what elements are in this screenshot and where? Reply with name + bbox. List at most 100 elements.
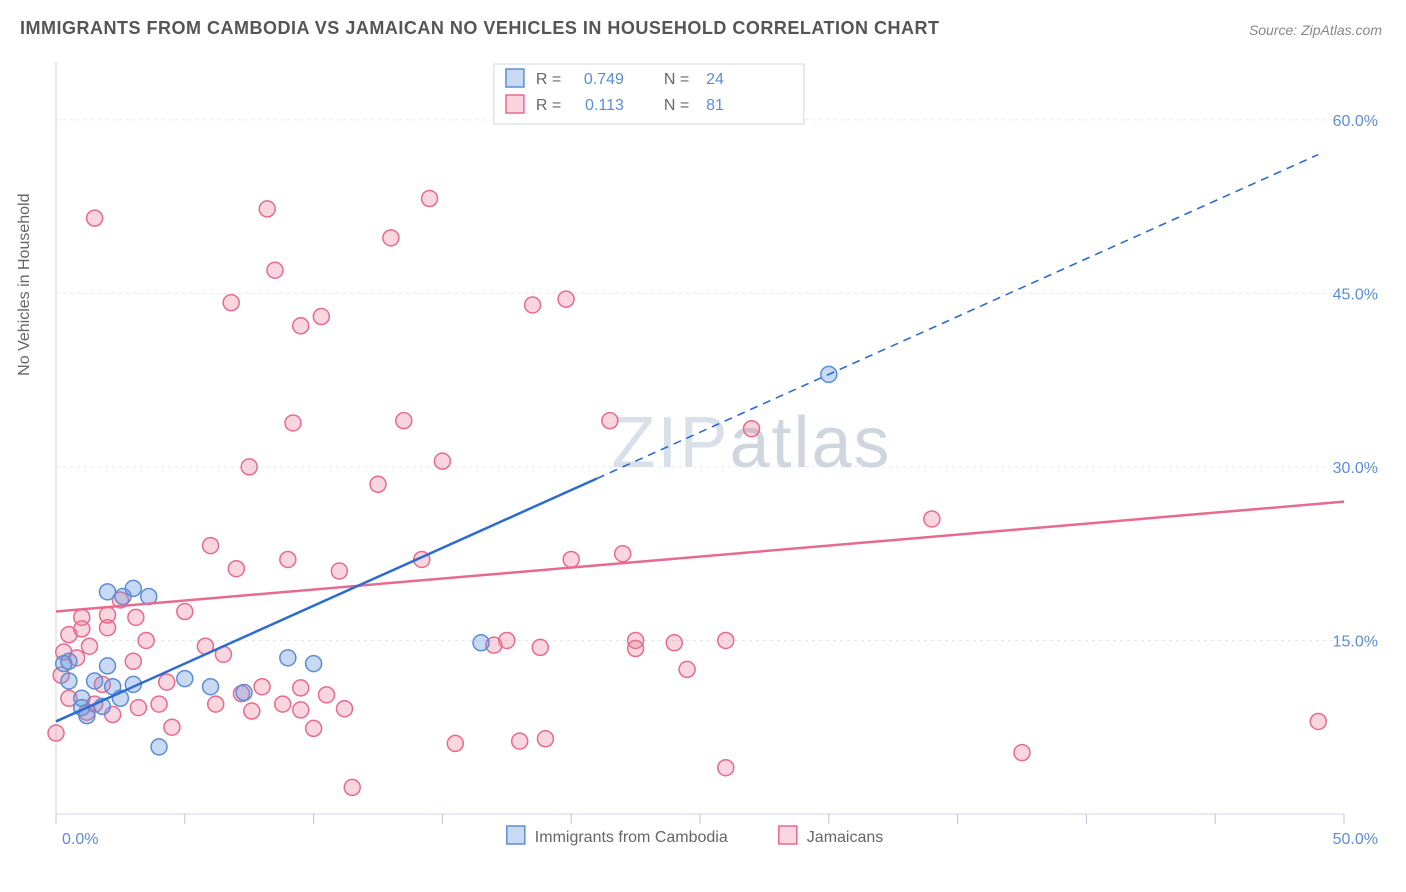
blue-point (61, 673, 77, 689)
watermark: ZIPatlas (611, 403, 891, 483)
pink-point (151, 696, 167, 712)
blue-point (203, 679, 219, 695)
pink-point (275, 696, 291, 712)
pink-point (666, 635, 682, 651)
blue-point (306, 656, 322, 672)
pink-point (100, 607, 116, 623)
bottom-legend-swatch (507, 826, 525, 844)
pink-point (499, 632, 515, 648)
pink-point (924, 511, 940, 527)
pink-point (525, 297, 541, 313)
pink-point (615, 546, 631, 562)
pink-point (602, 413, 618, 429)
y-tick-label: 15.0% (1333, 633, 1378, 650)
pink-point (1310, 713, 1326, 729)
pink-point (87, 210, 103, 226)
pink-point (679, 661, 695, 677)
source-credit: Source: ZipAtlas.com (1249, 22, 1382, 38)
pink-point (537, 731, 553, 747)
legend-n-label: N = (664, 97, 689, 114)
blue-point (473, 635, 489, 651)
y-tick-label: 30.0% (1333, 460, 1378, 477)
pink-point (259, 201, 275, 217)
pink-trendline (56, 502, 1344, 612)
pink-point (370, 476, 386, 492)
blue-point (87, 673, 103, 689)
x-tick-label: 0.0% (62, 831, 98, 848)
legend-n-value: 24 (706, 71, 724, 88)
blue-trendline-solid (56, 478, 597, 721)
pink-point (293, 318, 309, 334)
pink-point (344, 779, 360, 795)
pink-point (318, 687, 334, 703)
pink-point (81, 638, 97, 654)
pink-point (125, 653, 141, 669)
pink-point (293, 680, 309, 696)
legend-swatch (506, 69, 524, 87)
pink-point (159, 674, 175, 690)
pink-point (718, 632, 734, 648)
pink-point (447, 735, 463, 751)
legend-r-label: R = (536, 71, 561, 88)
pink-point (313, 309, 329, 325)
blue-point (280, 650, 296, 666)
legend-n-value: 81 (706, 97, 724, 114)
pink-point (558, 291, 574, 307)
pink-point (254, 679, 270, 695)
pink-point (74, 621, 90, 637)
pink-point (267, 262, 283, 278)
pink-point (306, 720, 322, 736)
chart-title: IMMIGRANTS FROM CAMBODIA VS JAMAICAN NO … (20, 18, 940, 39)
pink-point (130, 700, 146, 716)
pink-point (532, 639, 548, 655)
pink-point (331, 563, 347, 579)
pink-point (383, 230, 399, 246)
pink-point (280, 551, 296, 567)
legend-r-value: 0.113 (585, 97, 624, 114)
x-tick-label: 50.0% (1333, 831, 1378, 848)
y-tick-label: 60.0% (1333, 113, 1378, 130)
pink-point (285, 415, 301, 431)
blue-point (177, 671, 193, 687)
bottom-legend-swatch (779, 826, 797, 844)
pink-point (337, 701, 353, 717)
pink-point (422, 191, 438, 207)
legend-n-label: N = (664, 71, 689, 88)
pink-point (244, 703, 260, 719)
pink-point (203, 538, 219, 554)
bottom-legend-label: Immigrants from Cambodia (535, 829, 728, 846)
pink-point (1014, 745, 1030, 761)
pink-point (718, 760, 734, 776)
pink-point (164, 719, 180, 735)
blue-trendline-dashed (597, 155, 1318, 479)
y-tick-label: 45.0% (1333, 286, 1378, 303)
pink-point (293, 702, 309, 718)
legend-r-value: 0.749 (584, 71, 624, 88)
pink-point (744, 421, 760, 437)
legend-swatch (506, 95, 524, 113)
pink-point (48, 725, 64, 741)
chart-container: No Vehicles in Household 15.0%30.0%45.0%… (20, 54, 1386, 880)
blue-point (125, 580, 141, 596)
blue-point (100, 658, 116, 674)
pink-point (241, 459, 257, 475)
pink-point (208, 696, 224, 712)
pink-point (563, 551, 579, 567)
pink-point (434, 453, 450, 469)
pink-point (223, 295, 239, 311)
blue-point (100, 584, 116, 600)
pink-point (396, 413, 412, 429)
bottom-legend-label: Jamaicans (807, 829, 883, 846)
legend-r-label: R = (536, 97, 561, 114)
blue-point (61, 653, 77, 669)
blue-point (236, 685, 252, 701)
pink-point (228, 561, 244, 577)
pink-point (128, 609, 144, 625)
y-axis-label: No Vehicles in Household (16, 193, 34, 375)
pink-point (138, 632, 154, 648)
pink-point (628, 641, 644, 657)
scatter-chart: 15.0% 30.0% 45.0% 60.0% ZIPatlas 0.0% 50.0% R =… (20, 54, 1386, 880)
blue-point (151, 739, 167, 755)
pink-point (512, 733, 528, 749)
pink-point (177, 604, 193, 620)
